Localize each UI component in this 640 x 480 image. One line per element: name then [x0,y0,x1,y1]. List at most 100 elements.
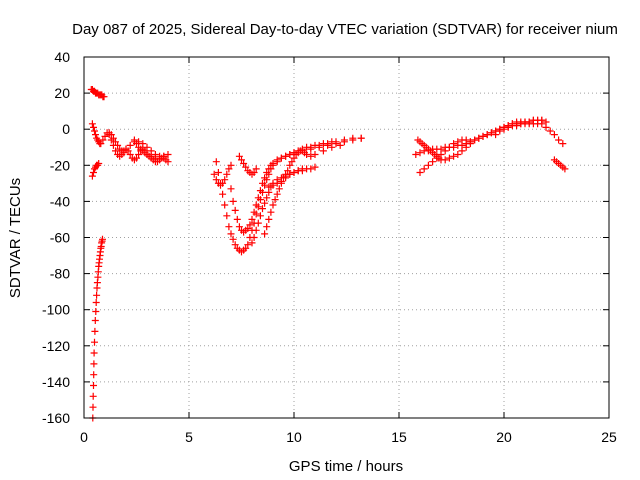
data-point [135,151,143,158]
data-point [235,152,243,160]
y-tick-label: -120 [42,338,70,354]
data-point [263,194,271,202]
data-point [290,154,298,162]
data-point [219,179,227,187]
series-midday-rise-f [235,152,260,178]
data-point [542,118,550,126]
x-tick-label: 25 [601,429,617,445]
y-tick-label: -100 [42,302,70,318]
data-point [336,141,344,149]
data-point [90,360,98,368]
data-point [242,244,250,252]
data-layer [87,86,569,422]
data-point [261,174,269,182]
data-point [561,165,569,173]
series-steep-initial-descent [89,235,106,422]
data-point [90,382,97,389]
data-point [97,140,105,148]
data-point [227,185,235,193]
data-point [269,160,277,167]
data-point [483,131,491,139]
data-point [315,143,323,151]
data-point [261,199,269,207]
data-point [454,151,462,158]
data-point [91,338,98,346]
data-point [92,308,100,315]
data-point [221,201,229,209]
data-point [259,179,266,187]
y-tick-label: 0 [62,121,70,137]
data-point [242,163,250,171]
data-point [433,154,441,162]
chart-title: Day 087 of 2025, Sidereal Day-to-day VTE… [72,21,618,38]
data-point [91,127,98,135]
data-point [492,131,500,139]
series-evening-tail [550,156,569,173]
y-tick-label: -60 [50,230,70,246]
data-point [133,140,140,148]
data-point [231,241,239,249]
data-point [99,136,107,144]
x-tick-label: 20 [496,429,512,445]
data-point [252,226,260,234]
data-point [89,403,97,411]
x-tick-label: 5 [185,429,193,445]
data-point [265,165,273,173]
data-point [126,151,134,158]
data-point [265,183,273,191]
data-point [212,176,220,184]
data-point [298,167,306,175]
data-point [441,147,449,155]
x-tick-label: 10 [286,429,302,445]
data-point [90,169,97,176]
data-point [225,165,233,173]
data-point [95,160,103,167]
data-point [559,140,567,148]
data-point [244,241,252,249]
data-point [269,181,277,189]
data-point [219,190,227,198]
series-evening-c [416,136,474,176]
data-point [109,141,117,149]
x-axis-label: GPS time / hours [289,458,403,475]
data-point [156,154,164,162]
data-point [263,169,271,176]
series-arc-near-plus-20 [87,86,108,101]
series-early-cluster-c [130,136,172,162]
data-point [454,138,462,146]
data-point [112,138,119,146]
data-point [273,190,281,198]
data-point [256,187,264,195]
data-point [246,221,254,229]
data-point [288,158,296,166]
data-point [273,156,281,164]
data-point [105,131,113,139]
data-point [416,169,424,176]
data-point [92,131,99,139]
data-point [303,151,311,158]
data-point [349,136,357,144]
data-point [256,212,264,220]
data-point [504,123,512,131]
data-point [332,140,340,148]
data-point [462,143,470,151]
data-point [130,136,138,144]
data-point [238,156,245,164]
data-point [90,349,98,357]
data-point [212,158,220,166]
data-point [248,239,256,247]
data-point [101,132,109,140]
grid-layer [84,57,609,418]
data-point [450,140,458,148]
data-point [250,234,258,241]
y-tick-label: -140 [42,374,70,390]
data-point [286,151,294,158]
data-point [445,143,453,151]
data-point [324,141,332,149]
data-point [248,215,256,223]
data-point [143,143,151,151]
data-point [254,194,262,202]
